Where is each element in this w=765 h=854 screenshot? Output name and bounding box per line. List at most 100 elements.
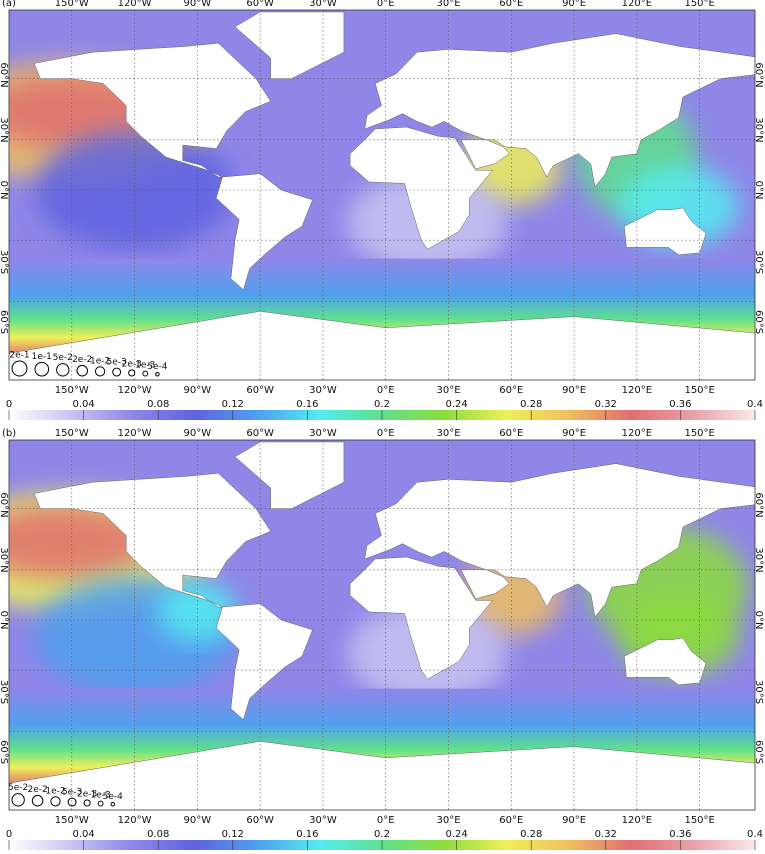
legend-circle [31, 794, 44, 807]
legend-label: 2e-3 [77, 789, 97, 799]
longitude-label: 0°E [377, 385, 395, 396]
colorbar-tick-label: 0.04 [72, 399, 94, 410]
latitude-label: 30°S [753, 680, 764, 704]
longitude-label: 30°E [436, 428, 460, 439]
land [624, 207, 707, 256]
colorbar-tick-label: 0.2 [374, 399, 390, 410]
latitude-label: 30°N [753, 117, 764, 142]
colorbar-tick-label: 0.36 [669, 829, 691, 840]
legend-circle [94, 366, 106, 377]
legend-circle [112, 367, 122, 377]
legend-label: 1e-3 [135, 361, 155, 371]
land [364, 463, 755, 618]
map [9, 10, 755, 380]
legend-label: 5e-2 [8, 783, 28, 793]
legend-circle [34, 361, 50, 377]
legend-circle [155, 371, 160, 377]
longitude-label: 0°E [377, 428, 395, 439]
longitude-label: 90°W [184, 815, 212, 826]
latitude-label: 30°N [753, 547, 764, 572]
latitude-label: 60°N [753, 492, 764, 517]
colorbar-tick-label: 0.16 [296, 399, 318, 410]
longitude-label: 120°E [622, 428, 652, 439]
land [9, 311, 755, 380]
land [349, 556, 494, 680]
map-frame [8, 9, 756, 381]
legend-label: 2e-2 [72, 355, 92, 365]
longitude-label: 120°W [118, 385, 152, 396]
longitude-label: 120°E [622, 385, 652, 396]
longitude-label: 90°W [184, 0, 212, 9]
legend-circle [11, 793, 25, 807]
legend-circle [97, 800, 104, 807]
longitude-label: 120°E [622, 815, 652, 826]
legend-circle [110, 801, 116, 807]
land [349, 126, 494, 250]
longitude-label: 30°E [436, 815, 460, 826]
legend-circle [142, 370, 149, 377]
colorbar-tick-label: 0.08 [147, 399, 169, 410]
colorbar-tick-label: 0.28 [520, 399, 542, 410]
colorbar-tick-label: 0.12 [222, 399, 244, 410]
colorbar-tick-label: 0.32 [595, 829, 617, 840]
longitude-label: 60°W [246, 0, 274, 9]
longitude-label: 90°W [184, 428, 212, 439]
legend-label: 5e-4 [103, 792, 124, 802]
legend-label: 2e-2 [27, 785, 47, 795]
colorbar-tick-label: 0.12 [222, 829, 244, 840]
colorbar-tick-label: 0.2 [374, 829, 390, 840]
longitude-label: 60°W [246, 385, 274, 396]
colorbar-tick-label: 0.24 [445, 829, 467, 840]
map [9, 440, 755, 810]
longitude-label: 90°W [184, 385, 212, 396]
latitude-label: 30°S [0, 250, 9, 274]
legend-circle [128, 369, 136, 377]
legend-label: 1e-3 [90, 791, 110, 801]
longitude-label: 90°E [562, 0, 586, 9]
legend-label: 1e-1 [32, 352, 52, 362]
longitude-label: 30°W [309, 0, 337, 9]
longitude-label: 120°E [622, 0, 652, 9]
legend-circle [83, 799, 91, 807]
land [234, 11, 345, 79]
longitude-label: 150°E [684, 385, 714, 396]
latitude-label: 0°N [0, 181, 9, 200]
legend-label: 5e-3 [62, 788, 82, 798]
land [215, 173, 313, 291]
longitude-label: 120°W [118, 0, 152, 9]
longitude-label: 150°W [55, 428, 89, 439]
colorbar-tick-label: 0.08 [147, 829, 169, 840]
colorbar-tick-label: 0.4 [747, 399, 763, 410]
longitude-label: 60°E [499, 815, 523, 826]
legend-circle [67, 797, 77, 807]
longitude-label: 120°W [118, 815, 152, 826]
land [364, 33, 755, 188]
legend-circle [56, 363, 70, 377]
legend-label: 5e-3 [107, 358, 127, 368]
latitude-label: 60°N [0, 492, 9, 517]
longitude-label: 90°E [562, 385, 586, 396]
latitude-label: 60°N [753, 62, 764, 87]
longitude-label: 30°E [436, 0, 460, 9]
longitude-label: 30°W [309, 385, 337, 396]
latitude-label: 0°N [0, 611, 9, 630]
colorbar-tick-label: 0.36 [669, 399, 691, 410]
map-frame [8, 439, 756, 811]
longitude-label: 0°E [377, 815, 395, 826]
legend-label: 5e-2 [53, 353, 73, 363]
latitude-label: 30°S [753, 250, 764, 274]
longitude-label: 120°W [118, 428, 152, 439]
land [9, 741, 755, 810]
land [624, 637, 707, 686]
longitude-label: 0°E [377, 0, 395, 9]
longitude-label: 60°E [499, 0, 523, 9]
latitude-label: 60°S [0, 740, 9, 764]
longitude-label: 150°E [684, 428, 714, 439]
latitude-label: 30°S [0, 680, 9, 704]
colorbar-tick-label: 0.32 [595, 399, 617, 410]
longitude-label: 90°E [562, 815, 586, 826]
colorbar-tick-label: 0.28 [520, 829, 542, 840]
latitude-label: 60°S [0, 310, 9, 334]
colorbar-tick-label: 0.04 [72, 829, 94, 840]
